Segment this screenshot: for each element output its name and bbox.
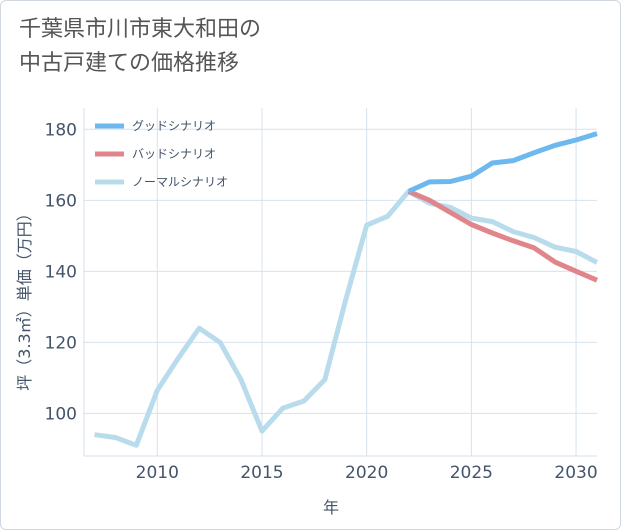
series-line-2	[94, 188, 599, 448]
legend-label: ノーマルシナリオ	[132, 175, 228, 189]
series-lines	[94, 131, 599, 448]
y-axis-ticks: 100 120 140 160 180	[45, 120, 77, 424]
y-tick-label: 180	[45, 120, 77, 140]
x-tick-label: 2010	[136, 463, 179, 483]
chart-title: 千葉県市川市東大和田の 中古戸建ての価格推移	[19, 13, 261, 81]
legend-label: バッドシナリオ	[132, 147, 216, 161]
x-tick-label: 2020	[345, 463, 388, 483]
y-tick-label: 160	[45, 191, 77, 211]
grid-lines	[83, 108, 597, 457]
x-axis-ticks: 2010 2015 2020 2025 2030	[136, 463, 598, 483]
x-tick-label: 2030	[554, 463, 597, 483]
series-line-0	[407, 131, 598, 194]
series-line-1	[407, 189, 598, 283]
chart-title-line-2: 中古戸建ての価格推移	[19, 51, 240, 76]
x-axis-title: 年	[323, 498, 339, 517]
y-axis-title: 坪（3.3㎡）単価（万円）	[15, 205, 34, 390]
chart-title-line-1: 千葉県市川市東大和田の	[19, 17, 262, 42]
x-tick-label: 2025	[450, 463, 493, 483]
legend-label: グッドシナリオ	[132, 119, 216, 133]
y-tick-label: 100	[45, 404, 77, 424]
x-tick-label: 2015	[240, 463, 283, 483]
y-tick-label: 140	[45, 262, 77, 282]
y-tick-label: 120	[45, 333, 77, 353]
